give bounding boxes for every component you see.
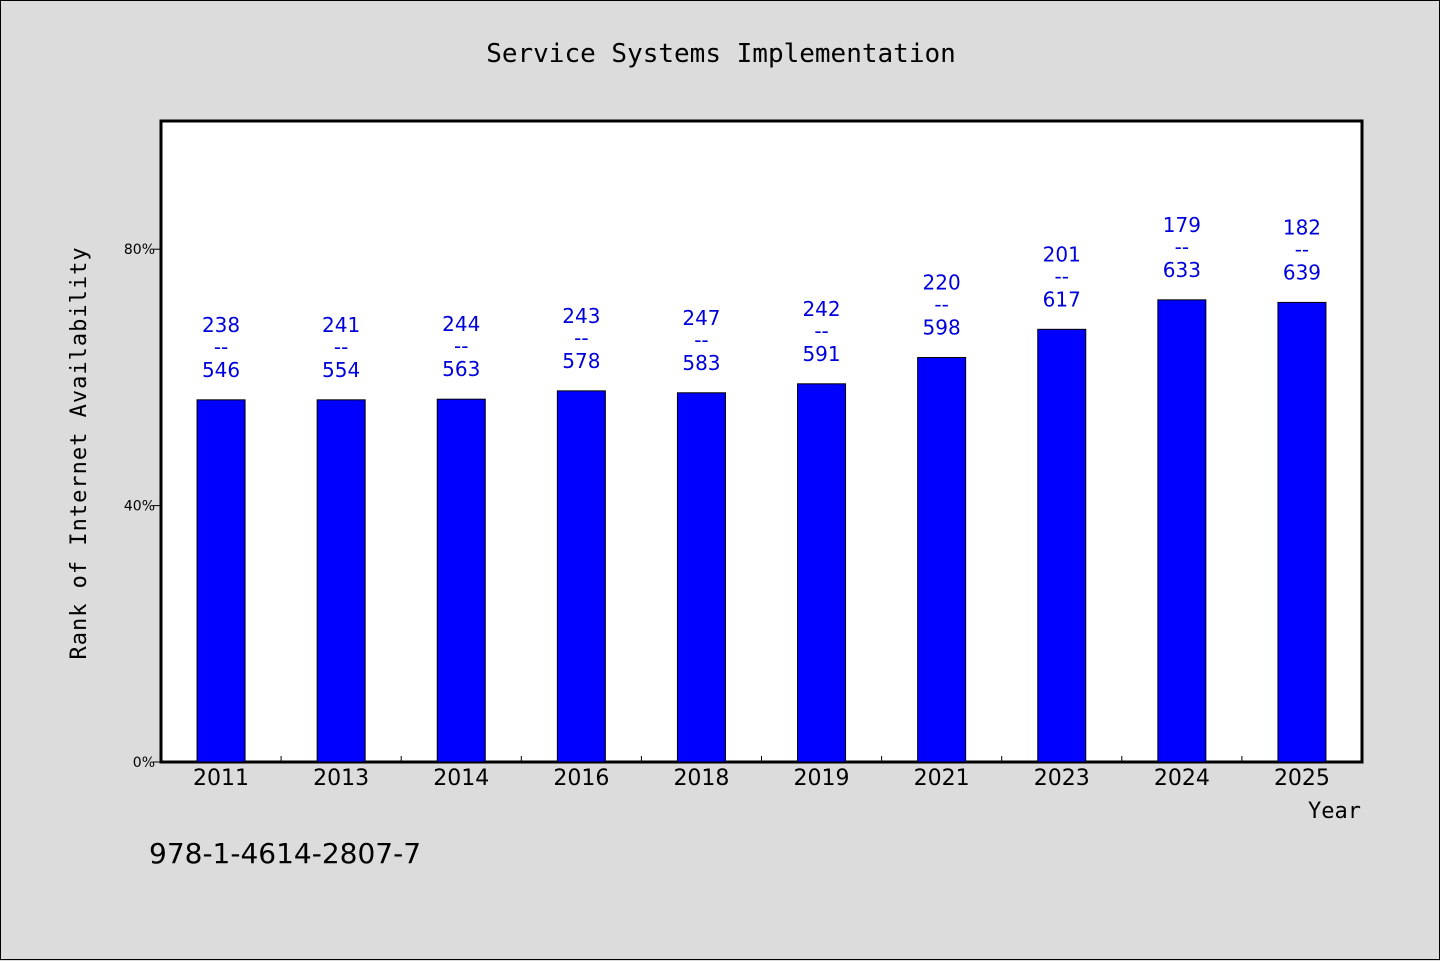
y-tick-label: 0% [133,755,155,771]
data-label-separator: -- [214,335,228,359]
data-label-top: 241 [322,313,360,337]
bar [316,399,366,763]
data-label-separator: -- [1175,235,1189,259]
data-label-top: 238 [202,313,240,337]
data-label-bottom: 546 [202,358,240,382]
data-label-separator: -- [1055,264,1069,288]
data-label-top: 242 [802,297,840,321]
data-label-bottom: 617 [1043,287,1081,311]
data-label-bottom: 583 [682,351,720,375]
data-label-top: 201 [1043,242,1081,266]
x-axis-label: Year [1308,799,1361,824]
data-label-separator: -- [814,319,828,343]
bar [797,383,847,763]
data-label-bottom: 578 [562,349,600,373]
bar [917,357,967,763]
data-label-top: 220 [923,271,961,295]
data-label-top: 243 [562,304,600,328]
footnote: 978-1-4614-2807-7 [149,837,421,870]
data-label-top: 244 [442,312,480,336]
bar [196,399,246,763]
x-tick-label: 2023 [1034,766,1090,791]
x-tick-label: 2025 [1274,766,1330,791]
y-tick-label: 40% [124,499,155,515]
data-label-top: 182 [1283,215,1321,239]
data-label-separator: -- [1295,237,1309,261]
data-label-bottom: 639 [1283,260,1321,284]
x-axis: 2011 2013 2014 2016 2018 2019 2021 2023 2024 2025 [193,756,1330,791]
data-label-bottom: 554 [322,358,360,382]
data-label-top: 247 [682,306,720,330]
bar [676,392,726,763]
y-axis-label: Rank of Internet Availability [67,246,92,659]
x-tick-label: 2016 [553,766,609,791]
data-label-bottom: 591 [802,342,840,366]
data-label-separator: -- [574,326,588,350]
data-label-top: 179 [1163,213,1201,237]
bar [1157,299,1207,763]
bar [1037,328,1087,763]
chart-title: Service Systems Implementation [486,39,956,69]
x-tick-label: 2021 [914,766,970,791]
data-labels: 238--546241--554244--563243--578247--583… [202,213,1321,382]
x-tick-label: 2024 [1154,766,1210,791]
data-label-separator: -- [934,293,948,317]
data-label-bottom: 598 [923,316,961,340]
bar [556,390,606,763]
x-tick-label: 2014 [433,766,489,791]
data-label-separator: -- [454,334,468,358]
bar [1277,301,1327,763]
y-tick-label: 80% [124,242,155,258]
bars [196,299,1327,763]
x-tick-label: 2018 [673,766,729,791]
data-label-separator: -- [694,328,708,352]
data-label-bottom: 563 [442,357,480,381]
x-tick-label: 2013 [313,766,369,791]
y-axis: 0% 40% 80% [124,242,161,771]
x-tick-label: 2019 [794,766,850,791]
data-label-separator: -- [334,335,348,359]
bar [436,398,486,763]
data-label-bottom: 633 [1163,258,1201,282]
x-tick-label: 2011 [193,766,249,791]
